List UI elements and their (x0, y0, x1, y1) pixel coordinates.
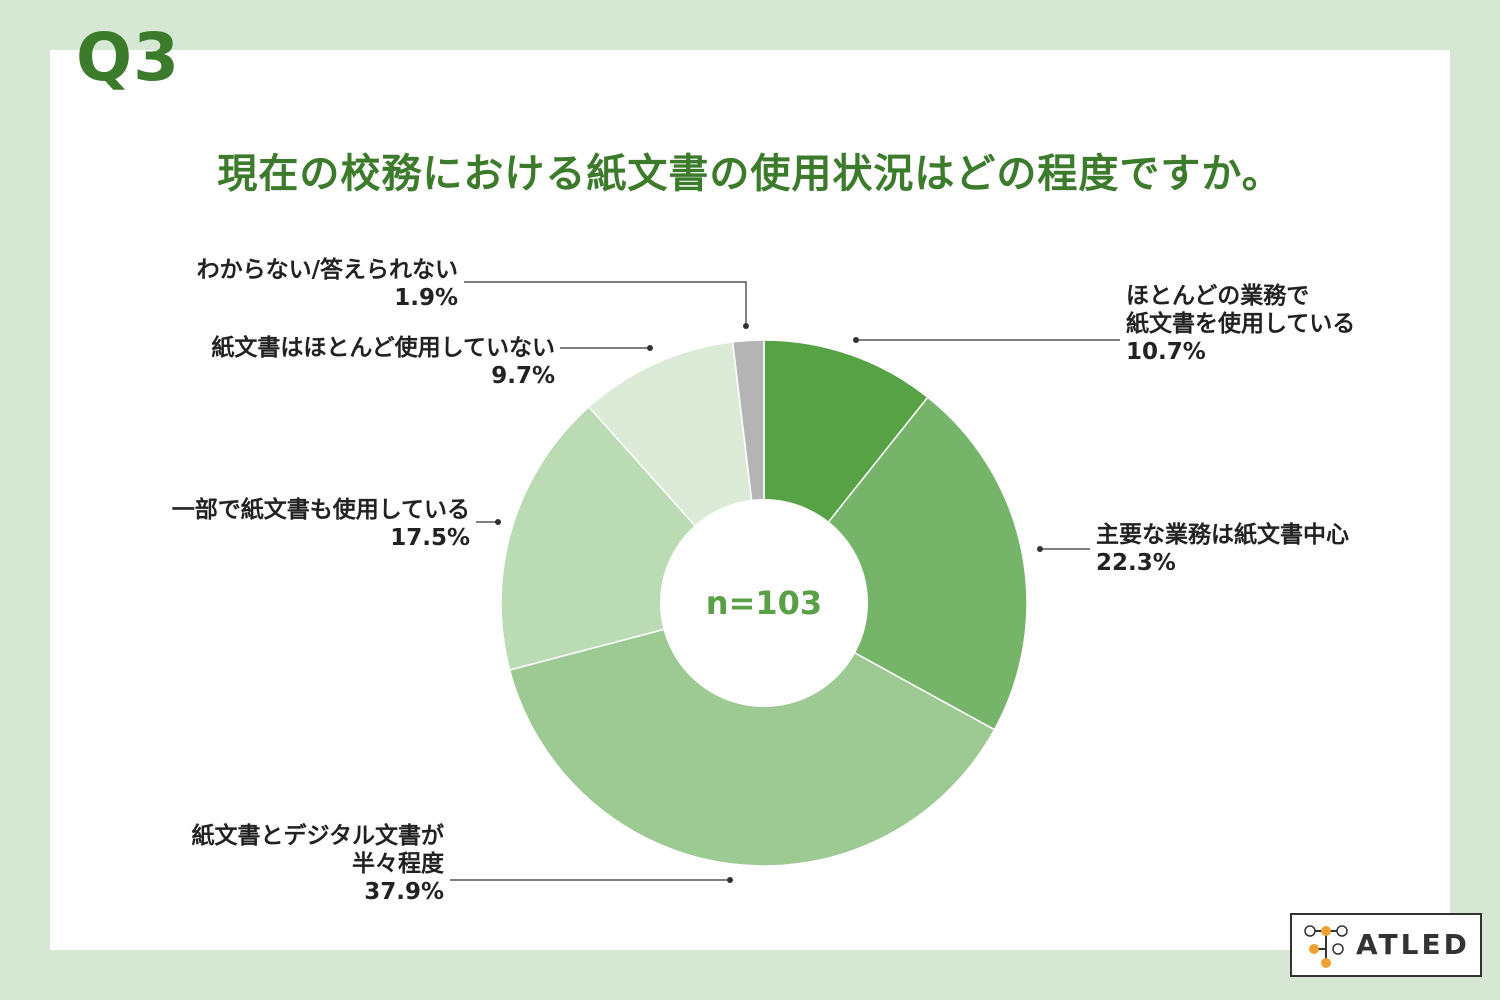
center-label: n=103 (706, 584, 822, 622)
leader-line-6 (464, 281, 747, 326)
slice-label-4: 一部で紙文書も使用している 17.5% (172, 496, 470, 552)
chart-title: 現在の校務における紙文書の使用状況はどの程度ですか。 (217, 151, 1283, 197)
slice-label-text: 紙文書はほとんど使用していない (211, 335, 555, 361)
slice-label-2: 主要な業務は紙文書中心 22.3% (1096, 521, 1349, 577)
leader-dot-2 (1037, 546, 1043, 552)
leader-dot-6 (743, 323, 749, 329)
slice-value: 9.7% (491, 363, 555, 389)
slice-label-3: 紙文書とデジタル文書が 半々程度 37.9% (191, 822, 444, 906)
slice-value: 22.3% (1096, 550, 1176, 576)
slice-label-text: 一部で紙文書も使用している (171, 497, 470, 523)
slice-value: 37.9% (364, 879, 444, 905)
slice-value: 17.5% (390, 525, 470, 551)
leader-dot-1 (853, 337, 859, 343)
slice-label-1: ほとんどの業務で 紙文書を使用している 10.7% (1126, 282, 1355, 366)
slice-label-5: 紙文書はほとんど使用していない 9.7% (211, 334, 555, 390)
pie-slice-3 (508, 602, 996, 867)
donut-hole (660, 499, 868, 707)
atled-logo-text: ATLED (1356, 928, 1470, 961)
question-number: Q3 (76, 19, 181, 96)
slice-label-text: 主要な業務は紙文書中心 (1096, 522, 1349, 548)
slice-value: 1.9% (394, 285, 458, 311)
leader-dot-3 (727, 877, 733, 883)
slice-value: 10.7% (1126, 339, 1206, 365)
pie-slice-2 (762, 396, 1028, 731)
slice-label-text: 半々程度 (352, 851, 444, 877)
slice-label-text: わからない/答えられない (196, 257, 458, 283)
slice-label-6: わからない/答えられない 1.9% (197, 256, 458, 312)
slice-label-text: ほとんどの業務で (1126, 283, 1310, 309)
atled-logo-icon (1304, 925, 1348, 968)
slice-label-text: 紙文書を使用している (1126, 311, 1356, 337)
slice-label-text: 紙文書とデジタル文書が (191, 823, 444, 849)
leader-dot-4 (495, 519, 501, 525)
atled-logo: ATLED (1290, 913, 1482, 977)
leader-dot-5 (647, 345, 653, 351)
